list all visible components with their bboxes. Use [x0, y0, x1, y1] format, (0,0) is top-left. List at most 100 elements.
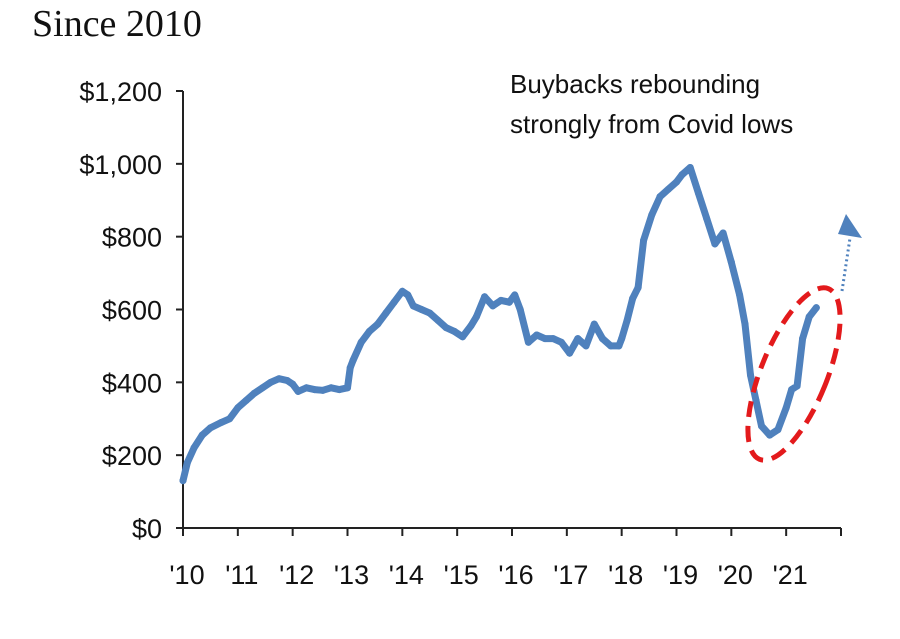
data-point: [472, 313, 480, 321]
data-point: [190, 444, 198, 452]
data-point: [590, 320, 598, 328]
y-tick-label: $1,000: [79, 150, 162, 180]
data-point: [634, 284, 642, 292]
data-point: [505, 298, 513, 306]
data-point: [664, 185, 672, 193]
data-point: [327, 384, 335, 392]
data-point: [346, 364, 354, 372]
data-point: [799, 335, 807, 343]
data-point: [481, 293, 489, 301]
data-point: [812, 304, 820, 312]
data-point: [357, 338, 365, 346]
data-point: [741, 320, 749, 328]
data-point: [686, 163, 694, 171]
trend-arrow-head: [838, 214, 862, 238]
x-tick-label: '17: [553, 560, 588, 590]
data-point: [459, 333, 467, 341]
data-point: [275, 375, 283, 383]
x-tick-label: '19: [663, 560, 698, 590]
data-point: [497, 296, 505, 304]
data-point: [418, 306, 426, 313]
x-tick-label: '14: [389, 560, 424, 590]
series-line: [179, 164, 820, 485]
x-tick-label: '15: [444, 560, 479, 590]
data-point: [349, 356, 357, 364]
data-point: [788, 386, 796, 394]
data-point: [757, 422, 765, 430]
data-point: [541, 335, 549, 343]
data-point: [648, 211, 656, 219]
annotation-text-line1: Buybacks rebounding: [510, 69, 760, 99]
data-point: [607, 342, 615, 350]
data-point: [618, 335, 626, 343]
data-point: [234, 404, 242, 412]
y-tick-label: $800: [102, 223, 162, 253]
data-point: [574, 335, 582, 343]
data-point: [805, 313, 813, 321]
data-point: [302, 384, 310, 392]
y-tick-label: $400: [102, 368, 162, 398]
data-point: [640, 236, 648, 244]
data-point: [694, 189, 702, 197]
data-point: [409, 302, 417, 310]
y-tick-label: $200: [102, 441, 162, 471]
data-point: [382, 309, 390, 317]
x-tick-label: '13: [334, 560, 369, 590]
data-point: [719, 229, 727, 237]
data-point: [557, 338, 565, 346]
data-point: [793, 382, 801, 390]
data-point: [727, 258, 735, 266]
data-point: [442, 324, 450, 332]
data-point: [365, 327, 373, 335]
y-tick-label: $600: [102, 296, 162, 326]
data-point: [198, 431, 206, 439]
data-point: [678, 171, 686, 179]
data-point: [711, 240, 719, 248]
y-tick-label: $1,200: [79, 77, 162, 107]
data-point: [426, 309, 434, 317]
data-point: [752, 397, 760, 405]
data-point: [242, 397, 250, 405]
data-point: [335, 386, 343, 394]
x-tick-label: '12: [279, 560, 314, 590]
data-point: [489, 302, 497, 310]
highlight-ellipse: [745, 285, 843, 463]
data-point: [629, 295, 637, 303]
x-tick-label: '10: [169, 560, 204, 590]
annotation-layer: Buybacks rebounding strongly from Covid …: [510, 69, 862, 463]
data-point: [206, 424, 214, 432]
data-point: [766, 431, 774, 439]
data-point: [467, 322, 475, 330]
data-point: [736, 291, 744, 299]
data-point: [656, 193, 664, 201]
data-point: [319, 386, 327, 394]
chart-title: Since 2010: [32, 3, 202, 45]
data-point: [404, 291, 412, 299]
data-point: [217, 418, 225, 426]
data-point: [524, 338, 532, 346]
data-point: [533, 331, 541, 339]
data-point: [582, 342, 590, 350]
x-tick-label: '21: [773, 560, 808, 590]
data-point: [390, 298, 398, 306]
data-point: [782, 404, 790, 412]
data-point: [434, 316, 442, 324]
x-tick-label: '11: [225, 560, 258, 590]
data-point: [250, 389, 258, 397]
trend-arrow-shaft: [840, 237, 852, 292]
y-tick-label: $0: [132, 514, 162, 544]
data-point: [311, 386, 319, 394]
annotation-text-line2: strongly from Covid lows: [510, 109, 793, 139]
data-point: [183, 458, 191, 466]
x-tick-label: '20: [718, 560, 753, 590]
data-point: [774, 426, 782, 434]
x-tick-label: '16: [498, 560, 533, 590]
data-point: [344, 384, 351, 392]
data-point: [747, 371, 755, 379]
data-point: [283, 377, 291, 385]
data-point: [623, 316, 631, 324]
data-point: [566, 349, 574, 357]
data-point: [267, 378, 275, 386]
